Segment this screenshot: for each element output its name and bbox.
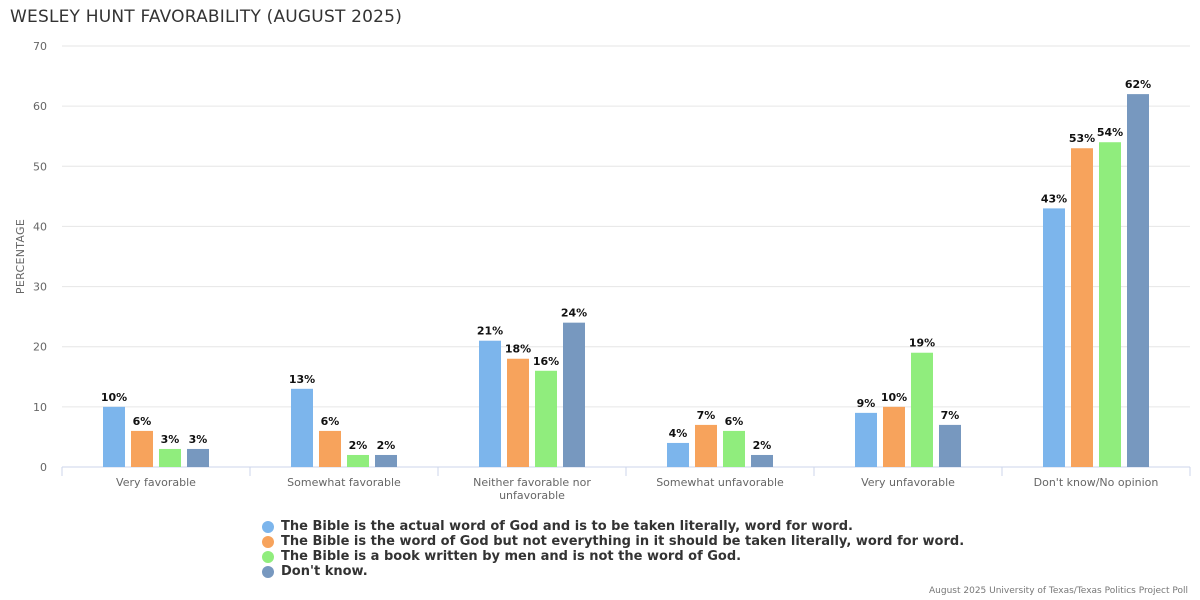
- legend-swatch-icon: [262, 520, 274, 533]
- data-label: 3%: [189, 433, 208, 446]
- x-category-label: Somewhat favorable: [287, 476, 401, 489]
- legend-swatch-icon: [262, 535, 274, 548]
- data-label: 4%: [669, 427, 688, 440]
- bar: [375, 454, 397, 467]
- bar: [103, 406, 125, 467]
- x-category-label: Very favorable: [116, 476, 196, 489]
- data-label: 19%: [909, 337, 935, 350]
- credit-text: August 2025 University of Texas/Texas Po…: [929, 586, 1188, 596]
- bar: [723, 430, 745, 467]
- bar: [347, 454, 369, 467]
- data-label: 6%: [133, 415, 152, 428]
- bar: [1043, 208, 1065, 467]
- legend-label: The Bible is a book written by men and i…: [281, 549, 742, 564]
- y-tick-label: 10: [33, 401, 47, 414]
- data-label: 10%: [101, 391, 127, 404]
- legend-label: The Bible is the word of God but not eve…: [281, 534, 965, 549]
- legend-swatch-icon: [262, 565, 274, 578]
- legend-item[interactable]: The Bible is a book written by men and i…: [262, 549, 964, 564]
- data-label: 62%: [1125, 78, 1151, 91]
- data-label: 2%: [349, 439, 368, 452]
- y-tick-label: 0: [40, 461, 47, 474]
- bar: [291, 388, 313, 467]
- data-label: 21%: [477, 325, 503, 338]
- y-tick-label: 30: [33, 281, 47, 294]
- data-label: 16%: [533, 355, 559, 368]
- legend-item[interactable]: The Bible is the actual word of God and …: [262, 519, 964, 534]
- data-label: 24%: [561, 307, 587, 320]
- bar: [939, 424, 961, 467]
- y-tick-label: 20: [33, 341, 47, 354]
- bar: [319, 430, 341, 467]
- data-label: 2%: [753, 439, 772, 452]
- legend-label: Don't know.: [281, 564, 368, 579]
- data-label: 9%: [857, 397, 876, 410]
- data-label: 54%: [1097, 126, 1123, 139]
- chart-title: WESLEY HUNT FAVORABILITY (AUGUST 2025): [10, 7, 403, 27]
- data-label: 2%: [377, 439, 396, 452]
- bar: [883, 406, 905, 467]
- x-category-label: Very unfavorable: [861, 476, 955, 489]
- bar: [563, 322, 585, 467]
- y-tick-label: 40: [33, 220, 47, 233]
- bar: [507, 358, 529, 467]
- legend-item[interactable]: The Bible is the word of God but not eve…: [262, 534, 964, 549]
- y-tick-label: 60: [33, 100, 47, 113]
- bar: [855, 412, 877, 467]
- data-label: 13%: [289, 373, 315, 386]
- bar: [667, 442, 689, 467]
- bar: [751, 454, 773, 467]
- bar: [479, 340, 501, 467]
- data-label: 3%: [161, 433, 180, 446]
- legend-swatch-icon: [262, 550, 274, 563]
- data-label: 53%: [1069, 132, 1095, 145]
- legend-item[interactable]: Don't know.: [262, 564, 964, 579]
- bar: [911, 352, 933, 467]
- bar: [1071, 148, 1093, 467]
- bar: [695, 424, 717, 467]
- y-tick-label: 70: [33, 40, 47, 53]
- data-label: 6%: [321, 415, 340, 428]
- x-category-label: Don't know/No opinion: [1034, 476, 1159, 489]
- x-category-label: Somewhat unfavorable: [656, 476, 784, 489]
- legend: The Bible is the actual word of God and …: [262, 519, 964, 579]
- bar: [1127, 94, 1149, 467]
- bar: [159, 448, 181, 467]
- bar: [187, 448, 209, 467]
- data-label: 6%: [725, 415, 744, 428]
- x-category-label: unfavorable: [499, 489, 565, 502]
- data-label: 10%: [881, 391, 907, 404]
- x-category-label: Neither favorable nor: [473, 476, 591, 489]
- bar: [535, 370, 557, 467]
- legend-label: The Bible is the actual word of God and …: [281, 519, 853, 534]
- data-label: 7%: [697, 409, 716, 422]
- bar: [1099, 142, 1121, 467]
- data-label: 43%: [1041, 192, 1067, 205]
- y-tick-label: 50: [33, 160, 47, 173]
- data-label: 7%: [941, 409, 960, 422]
- bar: [131, 430, 153, 467]
- y-axis-title: PERCENTAGE: [14, 219, 27, 294]
- data-label: 18%: [505, 343, 531, 356]
